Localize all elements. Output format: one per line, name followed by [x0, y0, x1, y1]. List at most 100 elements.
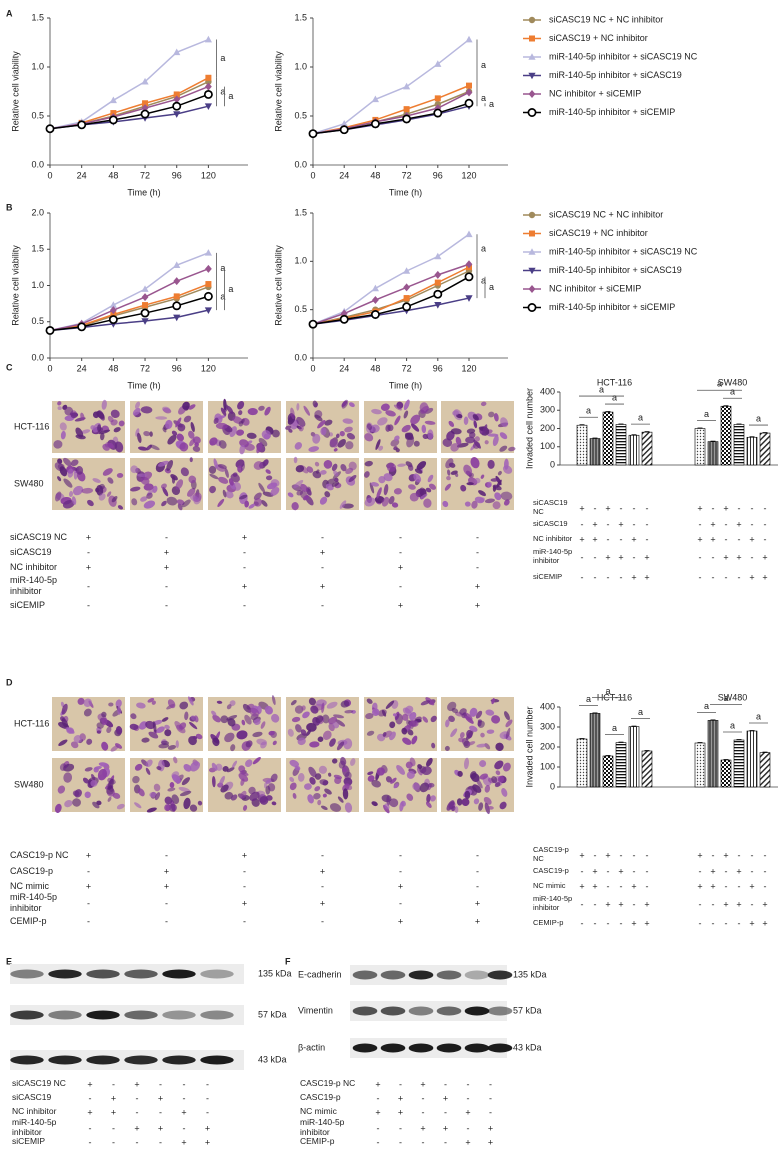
cell [463, 464, 473, 476]
cell [477, 720, 482, 727]
significance-label: a [756, 711, 761, 721]
bar [615, 742, 627, 788]
cell [319, 779, 329, 786]
sign: - [165, 532, 168, 542]
sign: + [420, 1079, 425, 1089]
cell [107, 477, 114, 484]
cell [180, 467, 189, 477]
cell [57, 401, 62, 406]
cell [238, 421, 244, 427]
blot-band [124, 1055, 158, 1065]
y-axis-label: Relative cell viability [10, 245, 20, 326]
blot-band [380, 1043, 406, 1053]
sign: + [579, 503, 584, 513]
panel-label: A [6, 8, 13, 18]
cell [289, 782, 297, 791]
cell [364, 460, 373, 467]
cell [66, 727, 75, 734]
cell [175, 740, 179, 749]
blot-band [86, 1010, 120, 1020]
bar [707, 441, 719, 466]
marker [173, 277, 181, 286]
cell [270, 479, 280, 488]
series-line [312, 38, 470, 135]
x-tick-label: 24 [77, 363, 87, 373]
cell [296, 403, 300, 411]
row-label: CASC19-p NC [300, 1079, 356, 1089]
sign: - [646, 519, 649, 529]
cell [463, 757, 469, 770]
cell [494, 760, 504, 770]
sign: + [644, 899, 649, 909]
cell [426, 794, 431, 803]
sign: - [738, 850, 741, 860]
significance-label: a [586, 694, 591, 704]
cell [450, 443, 460, 452]
sign: + [158, 1123, 163, 1133]
cell [238, 765, 246, 773]
cell [171, 475, 176, 484]
sign: - [136, 1137, 139, 1147]
marker [173, 91, 180, 98]
series-line [312, 276, 470, 325]
cell [401, 424, 411, 433]
y-tick-label: 0.0 [294, 159, 307, 169]
sign: + [736, 866, 741, 876]
cell [310, 705, 319, 714]
row-label: siCEMIP [533, 572, 563, 581]
row-label-box: NC inhibitor [533, 535, 572, 543]
sign: - [476, 881, 479, 891]
cell [140, 406, 153, 414]
sign: + [475, 916, 480, 926]
cell [111, 496, 118, 503]
cell [502, 762, 511, 772]
marker [204, 35, 212, 43]
cell [480, 474, 485, 479]
cell [323, 460, 333, 469]
marker [173, 48, 181, 56]
cell [290, 699, 297, 706]
cell [176, 499, 185, 506]
cell [154, 792, 161, 801]
cell [98, 493, 106, 501]
cell [466, 428, 476, 434]
cell [479, 773, 488, 780]
sign: + [86, 532, 91, 542]
cell [464, 501, 471, 507]
sign: - [321, 881, 324, 891]
cell [480, 732, 485, 738]
cell [179, 722, 187, 730]
x-tick-label: 0 [310, 170, 315, 180]
significance-label: a [220, 263, 225, 273]
cell [240, 790, 247, 799]
cell [445, 719, 450, 728]
y-tick-label: 1.5 [294, 207, 307, 217]
cell [467, 741, 476, 746]
significance-label: a [723, 693, 728, 703]
sign: + [465, 1137, 470, 1147]
cell [270, 487, 280, 496]
cell [167, 434, 177, 445]
cell [192, 735, 198, 740]
cell [149, 444, 160, 451]
row-label-box: NC mimic [533, 882, 566, 890]
sign: - [699, 552, 702, 562]
cell [337, 796, 344, 803]
legend-label: siCASC19 + NC inhibitor [549, 33, 648, 43]
series-line [49, 85, 209, 130]
legend-marker [528, 285, 536, 293]
y-tick-label: 1.0 [31, 280, 44, 290]
marker [205, 82, 212, 91]
x-tick-label: 96 [433, 170, 443, 180]
row-label-box: NC inhibitor [12, 1107, 56, 1116]
sign: - [712, 552, 715, 562]
row-label: siCASC19 NC [12, 1079, 66, 1089]
cell [378, 445, 384, 451]
bar [602, 755, 614, 788]
cell [186, 488, 196, 497]
cell [348, 474, 357, 483]
cell [145, 720, 156, 730]
significance-label: a [489, 99, 494, 109]
marker [203, 291, 213, 301]
legend-label: siCASC19 + NC inhibitor [549, 228, 648, 238]
